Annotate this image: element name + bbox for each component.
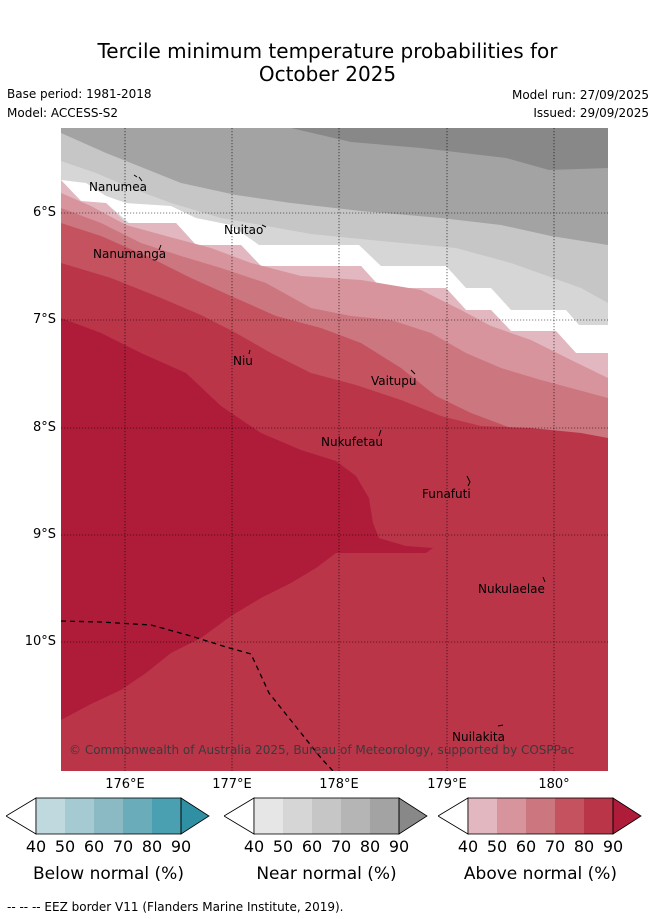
cb-near-seg-5 xyxy=(370,798,399,834)
x-tick-180: 180° xyxy=(538,777,570,792)
cb-below-seg-2 xyxy=(65,798,94,834)
cb-above-tick: 50 xyxy=(486,837,508,856)
island-nuilakita xyxy=(497,724,504,727)
place-label-nanumea: Nanumea xyxy=(89,180,147,194)
cb-near-tick: 90 xyxy=(388,837,410,856)
place-label-niu: Niu xyxy=(233,354,253,368)
eez-border-line xyxy=(61,620,334,771)
cb-above-seg-3 xyxy=(526,798,555,834)
y-tick-7S: 7°S xyxy=(32,312,56,327)
copyright-notice: © Commonwealth of Australia 2025, Bureau… xyxy=(69,743,575,757)
white-gap-region xyxy=(61,180,608,353)
x-tick-178E: 178°E xyxy=(319,777,359,792)
cb-near-tick: 50 xyxy=(272,837,294,856)
cb-above-seg-4 xyxy=(555,798,584,834)
colorbar-near-label: Near normal (%) xyxy=(256,864,397,884)
place-label-vaitupu: Vaitupu xyxy=(371,374,417,388)
cb-below-tick: 90 xyxy=(170,837,192,856)
cb-below-seg-3 xyxy=(94,798,123,834)
island-nukufetau xyxy=(378,429,382,437)
eez-footer-note: -- -- -- EEZ border V11 (Flanders Marine… xyxy=(7,900,344,914)
cb-near-seg-0 xyxy=(224,797,255,835)
map-panel xyxy=(61,128,608,771)
island-funafuti xyxy=(466,475,471,487)
cb-near-seg-3 xyxy=(312,798,341,834)
colorbar-above-normal xyxy=(438,797,642,835)
cb-near-seg-6 xyxy=(398,797,428,835)
cb-near-seg-4 xyxy=(341,798,370,834)
cb-below-tick: 60 xyxy=(83,837,105,856)
above-normal-90-region xyxy=(61,318,433,720)
cb-below-seg-6 xyxy=(180,797,210,835)
colorbar-above-label: Above normal (%) xyxy=(463,864,618,884)
cb-near-tick: 80 xyxy=(359,837,381,856)
cb-below-tick: 50 xyxy=(54,837,76,856)
title-line-2: October 2025 xyxy=(258,62,397,86)
cb-near-seg-1 xyxy=(254,798,283,834)
cb-above-seg-5 xyxy=(584,798,613,834)
island-nukulaelae xyxy=(542,576,546,583)
cb-above-tick: 40 xyxy=(457,837,479,856)
island-nuitao xyxy=(261,224,267,228)
island-nanumanga xyxy=(158,244,162,251)
cb-below-seg-0 xyxy=(6,797,37,835)
model-name: Model: ACCESS-S2 xyxy=(7,106,119,120)
y-tick-9S: 9°S xyxy=(32,527,56,542)
cb-above-seg-6 xyxy=(612,797,642,835)
cb-near-tick: 40 xyxy=(243,837,265,856)
title-line-1: Tercile minimum temperature probabilitie… xyxy=(97,39,558,63)
cb-above-seg-2 xyxy=(497,798,526,834)
cb-above-seg-0 xyxy=(438,797,469,835)
place-label-nukufetau: Nukufetau xyxy=(321,435,384,449)
cb-above-tick: 60 xyxy=(515,837,537,856)
cb-below-seg-1 xyxy=(36,798,65,834)
cb-above-frame xyxy=(467,797,614,835)
cb-above-tick: 80 xyxy=(573,837,595,856)
cb-near-tick: 70 xyxy=(330,837,352,856)
y-tick-10S: 10°S xyxy=(24,634,56,649)
x-tick-177E: 177°E xyxy=(212,777,252,792)
graticule xyxy=(61,128,608,771)
island-outlines xyxy=(133,174,546,727)
place-label-nukulaelae: Nukulaelae xyxy=(478,582,545,596)
cb-near-frame xyxy=(253,797,400,835)
cb-above-tick: 70 xyxy=(544,837,566,856)
model-run: Model run: 27/09/2025 xyxy=(511,88,649,102)
x-tick-176E: 176°E xyxy=(105,777,145,792)
issued-date: Issued: 29/09/2025 xyxy=(533,106,649,120)
x-tick-179E: 179°E xyxy=(427,777,467,792)
place-label-nanumanga: Nanumanga xyxy=(93,247,167,261)
cb-near-seg-2 xyxy=(283,798,312,834)
place-label-nuilakita: Nuilakita xyxy=(452,730,505,744)
colorbar-below-label: Below normal (%) xyxy=(33,864,184,884)
cb-above-seg-1 xyxy=(468,798,497,834)
cb-below-seg-5 xyxy=(152,798,181,834)
probability-map xyxy=(61,128,608,771)
cb-below-frame xyxy=(35,797,182,835)
y-tick-6S: 6°S xyxy=(32,205,56,220)
island-niu xyxy=(248,349,251,355)
cb-below-seg-4 xyxy=(123,798,152,834)
cb-near-tick: 60 xyxy=(301,837,323,856)
colorbar-below-normal xyxy=(6,797,210,835)
base-period: Base period: 1981-2018 xyxy=(7,87,152,101)
cb-below-tick: 80 xyxy=(141,837,163,856)
cb-above-tick: 90 xyxy=(602,837,624,856)
place-label-nuitao: Nuitao xyxy=(224,223,264,237)
colorbar-near-normal xyxy=(224,797,428,835)
chart-title: Tercile minimum temperature probabilitie… xyxy=(0,40,655,86)
island-vaitupu xyxy=(410,369,416,375)
place-label-funafuti: Funafuti xyxy=(422,487,471,501)
cb-below-tick: 70 xyxy=(112,837,134,856)
island-nanumea xyxy=(133,174,143,182)
y-tick-8S: 8°S xyxy=(32,420,56,435)
cb-below-tick: 40 xyxy=(25,837,47,856)
